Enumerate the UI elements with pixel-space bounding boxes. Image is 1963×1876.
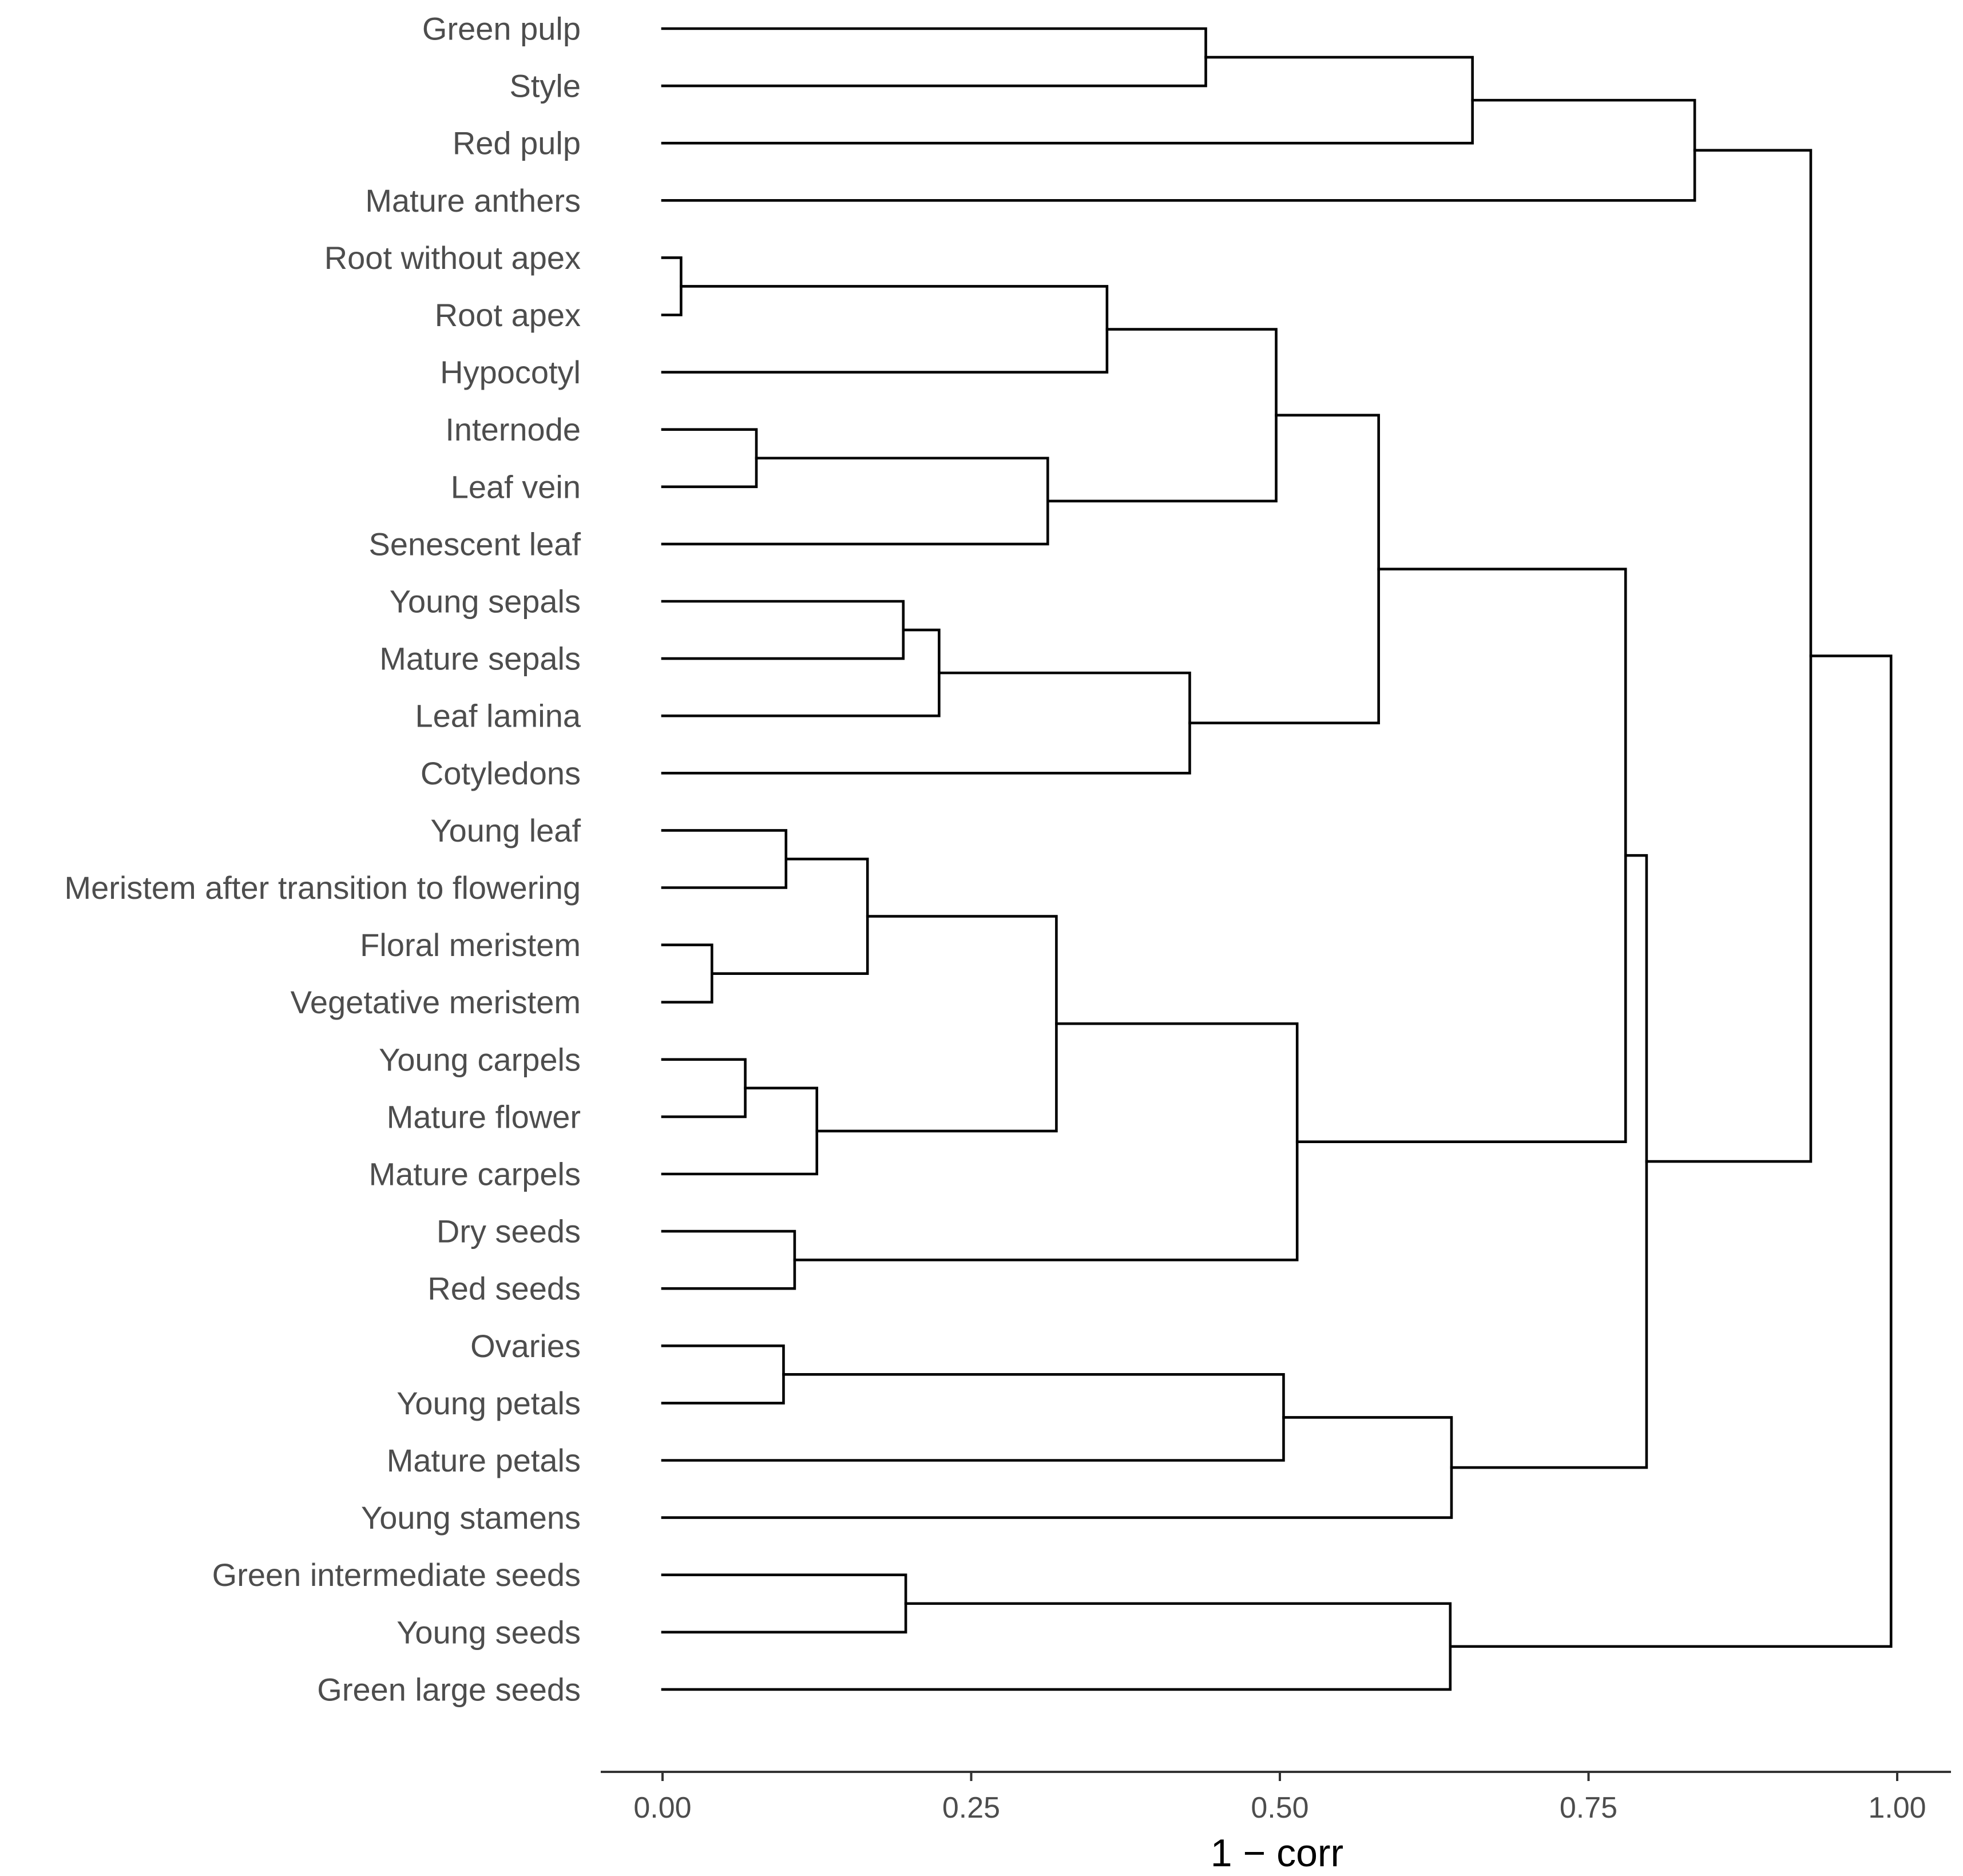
dendrogram-branch xyxy=(661,600,905,660)
leaf-label: Red pulp xyxy=(453,125,581,161)
dendrogram-branch xyxy=(661,1086,819,1176)
leaf-label: Senescent leaf xyxy=(369,526,581,562)
dendrogram-branch xyxy=(661,1602,1452,1691)
x-tick-label: 0.00 xyxy=(633,1791,691,1825)
dendrogram-branch xyxy=(661,55,1474,145)
dendrogram-branch xyxy=(661,27,1207,88)
dendrogram-branch xyxy=(661,428,758,489)
leaf-label: Green large seeds xyxy=(317,1671,581,1707)
leaf-label: Young leaf xyxy=(430,812,581,848)
dendrogram-branch xyxy=(661,671,1191,775)
dendrogram-branch xyxy=(661,829,788,889)
dendrogram-branch xyxy=(661,1573,907,1634)
dendrogram-branch xyxy=(1449,655,1893,1648)
x-axis-title: 1 − corr xyxy=(1211,1831,1343,1875)
leaf-label: Root without apex xyxy=(324,240,581,276)
leaf-label: Dry seeds xyxy=(437,1213,581,1250)
leaf-label: Cotyledons xyxy=(421,755,581,791)
dendrogram-branch xyxy=(661,628,941,717)
x-tick-label: 0.25 xyxy=(942,1791,1000,1825)
leaf-label: Mature petals xyxy=(387,1442,581,1478)
leaf-label: Vegetative meristem xyxy=(291,984,581,1020)
dendrogram-branch xyxy=(661,943,713,1004)
leaf-label: Red seeds xyxy=(427,1271,581,1307)
leaf-label: Young sepals xyxy=(390,584,581,620)
dendrogram-branch xyxy=(661,285,1109,374)
leaf-label: Ovaries xyxy=(470,1328,581,1364)
dendrogram-branch xyxy=(661,1058,747,1119)
dendrogram-branch xyxy=(661,256,683,316)
dendrogram-branch xyxy=(793,1022,1299,1262)
leaf-labels: Green pulp Style Red pulp Mature anthers Roo… xyxy=(64,11,581,1708)
leaf-label: Young petals xyxy=(396,1385,581,1421)
leaf-label: Green pulp xyxy=(422,11,581,47)
dendrogram-branch xyxy=(1188,414,1380,725)
leaf-label: Meristem after transition to flowering xyxy=(64,870,581,906)
leaf-label: Young seeds xyxy=(396,1614,581,1650)
leaf-label: Internode xyxy=(445,411,581,447)
dendrogram-branch xyxy=(1450,854,1648,1469)
leaf-label: Young carpels xyxy=(379,1041,581,1077)
leaf-label: Green intermediate seeds xyxy=(212,1557,581,1593)
leaf-label: Young stamens xyxy=(361,1500,581,1536)
dendrogram-branch xyxy=(661,457,1049,546)
leaf-label: Hypocotyl xyxy=(440,354,581,390)
leaf-label: Floral meristem xyxy=(360,927,581,963)
leaf-label: Mature carpels xyxy=(369,1156,581,1192)
leaf-label: Style xyxy=(510,68,581,104)
dendrogram-branch xyxy=(661,1344,785,1405)
dendrogram-branches xyxy=(661,27,1893,1691)
leaf-label: Leaf vein xyxy=(451,469,581,505)
dendrogram-branch xyxy=(711,858,869,975)
dendrogram-branch xyxy=(815,915,1058,1133)
leaf-label: Mature flower xyxy=(387,1098,581,1135)
x-axis: 0.00 0.25 0.50 0.75 1.00 xyxy=(601,1771,1951,1825)
dendrogram-branch xyxy=(661,98,1696,202)
dendrogram-branch xyxy=(661,1373,1285,1462)
x-tick-label: 0.50 xyxy=(1251,1791,1308,1825)
x-tick-label: 0.75 xyxy=(1560,1791,1617,1825)
dendrogram-branch xyxy=(1295,568,1627,1143)
dendrogram-branch xyxy=(1046,328,1278,503)
dendrogram-branch xyxy=(661,1416,1453,1519)
leaf-label: Mature sepals xyxy=(379,641,581,677)
leaf-label: Root apex xyxy=(435,297,581,333)
x-tick-label: 1.00 xyxy=(1868,1791,1926,1825)
dendrogram-branch xyxy=(1645,149,1813,1163)
leaf-label: Mature anthers xyxy=(365,183,581,219)
leaf-label: Leaf lamina xyxy=(415,698,581,734)
dendrogram-branch xyxy=(661,1229,796,1290)
